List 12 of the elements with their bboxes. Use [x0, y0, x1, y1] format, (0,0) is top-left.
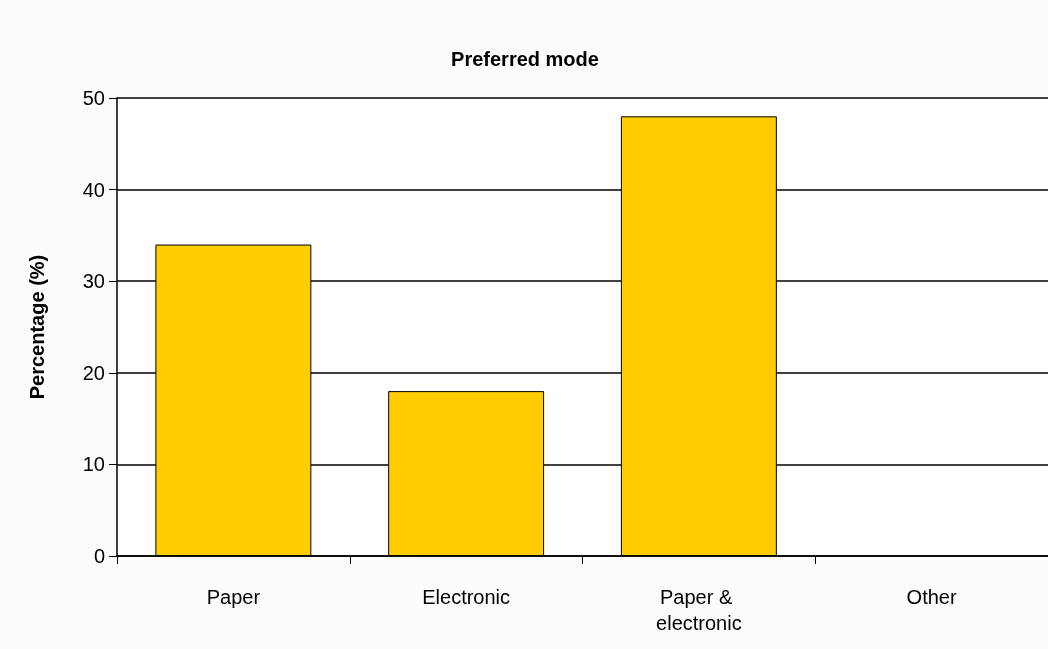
x-tick-label: Electronic [422, 586, 511, 608]
y-tick-label: 40 [82, 178, 105, 201]
y-axis-title: Percentage (%) [26, 254, 48, 400]
chart-title: Preferred mode [451, 48, 599, 70]
y-tick-label: 20 [82, 361, 105, 384]
y-tick-label: 0 [93, 545, 105, 567]
y-tick-label: 50 [82, 87, 105, 109]
x-tick-label: Other [906, 586, 957, 608]
y-tick-label: 30 [82, 270, 105, 293]
y-tick-label: 10 [82, 453, 105, 476]
x-tick-label: Paper & electronic [656, 586, 742, 634]
x-tick-label: Paper [206, 586, 261, 608]
